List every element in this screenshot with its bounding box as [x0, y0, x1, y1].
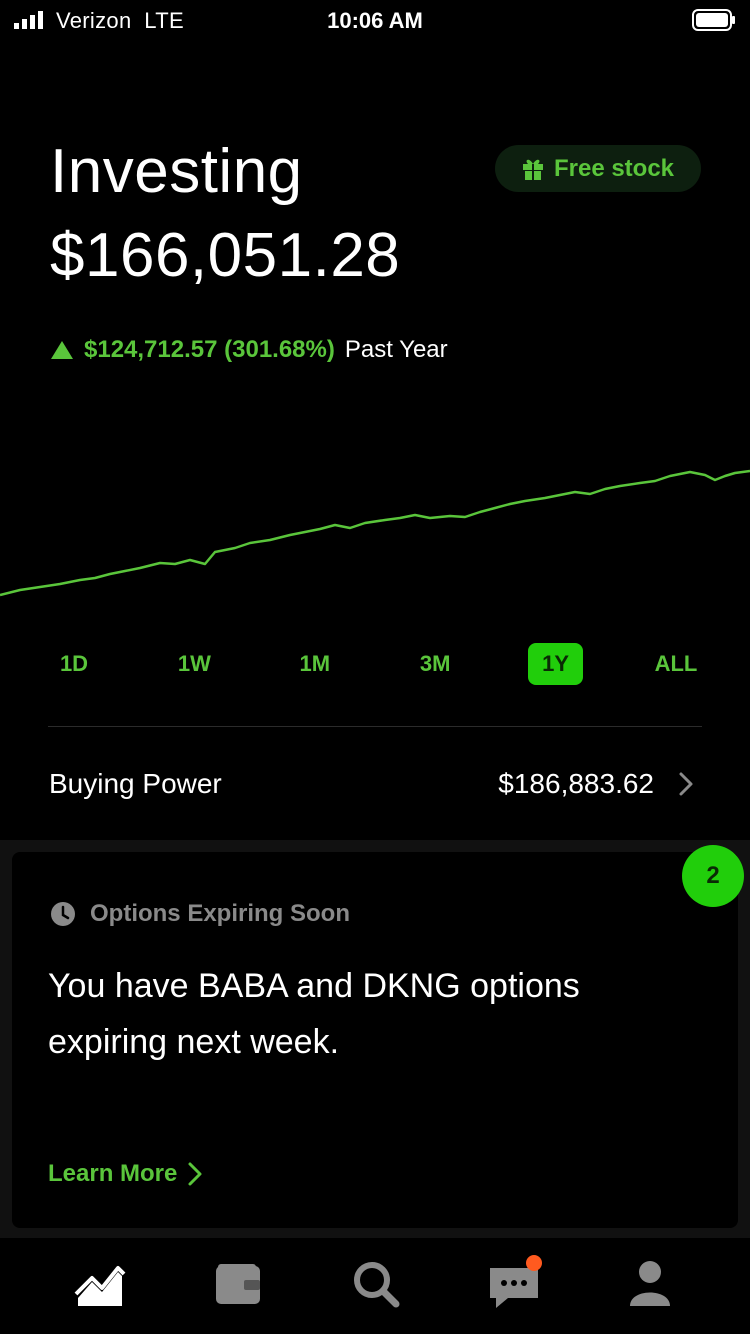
tab-label: 3M [419, 651, 451, 676]
chart-icon[interactable] [70, 1254, 130, 1314]
chevron-right-icon[interactable] [676, 770, 696, 798]
chevron-right-icon [188, 1162, 202, 1186]
buying-power-value[interactable]: $186,883.62 [498, 768, 654, 799]
tab-label: 1Y [528, 643, 584, 685]
tab-1y[interactable]: 1Y [496, 642, 616, 686]
portfolio-value: $166,051.28 [50, 221, 401, 290]
tab-1m[interactable]: 1M [255, 642, 375, 686]
clock-icon [51, 902, 75, 926]
options-expiring-card[interactable] [12, 852, 738, 1228]
notification-dot [526, 1255, 542, 1271]
portfolio-chart[interactable] [0, 440, 750, 620]
signal-icon [14, 11, 43, 29]
card-heading: Options Expiring Soon [50, 900, 350, 928]
status-time: 10:06 AM [327, 8, 423, 33]
range-tabs: 1D 1W 1M 3M 1Y ALL [14, 642, 736, 686]
tab-1d[interactable]: 1D [14, 642, 134, 686]
wallet-icon[interactable] [208, 1254, 268, 1314]
messages-icon[interactable] [484, 1254, 544, 1314]
tab-3m[interactable]: 3M [375, 642, 495, 686]
tab-label: 1M [299, 651, 331, 676]
change-period: Past Year [344, 336, 448, 363]
chart-line [0, 469, 750, 597]
bottom-nav [0, 1238, 750, 1334]
tab-label: 1W [177, 651, 211, 676]
tab-label: 1D [59, 651, 89, 676]
card-heading-text: Options Expiring Soon [90, 900, 350, 927]
triangle-up-icon [51, 341, 73, 359]
status-bar: Verizon LTE 10:06 AM [0, 0, 750, 40]
tab-all[interactable]: ALL [616, 642, 736, 686]
card-count-badge: 2 [682, 845, 744, 907]
page-title: Investing [50, 137, 303, 206]
tab-label: ALL [654, 651, 698, 676]
search-icon[interactable] [346, 1254, 406, 1314]
learn-more-link[interactable]: Learn More [48, 1160, 203, 1188]
learn-more-label: Learn More [48, 1160, 178, 1187]
free-stock-label: Free stock [553, 154, 675, 182]
divider [48, 726, 702, 727]
tab-1w[interactable]: 1W [134, 642, 254, 686]
gift-icon [522, 159, 543, 180]
portfolio-change: $124,712.57 (301.68%) Past Year [50, 336, 448, 364]
buying-power-label[interactable]: Buying Power [49, 768, 222, 799]
free-stock-button[interactable]: Free stock [495, 145, 701, 192]
change-amount: $124,712.57 (301.68%) [84, 336, 335, 363]
card-body-text: You have BABA and DKNG options expiring … [48, 967, 580, 1061]
carrier-label: Verizon LTE [56, 8, 184, 33]
account-icon[interactable] [620, 1254, 680, 1314]
battery-icon [692, 9, 735, 31]
